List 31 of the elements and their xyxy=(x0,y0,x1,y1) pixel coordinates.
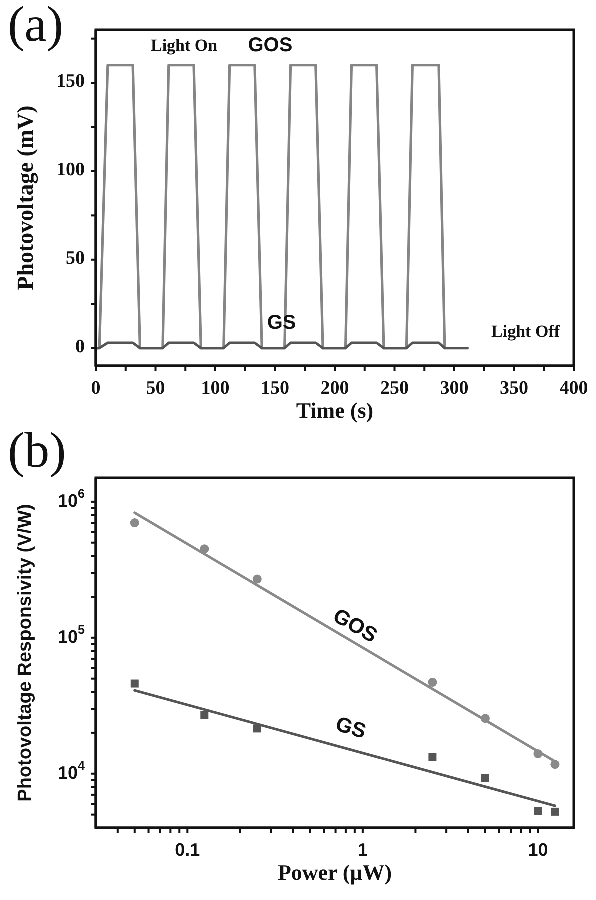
series-label: GS xyxy=(267,312,296,334)
series-label: GOS xyxy=(248,34,293,56)
x-tick-label: 1 xyxy=(358,840,368,860)
x-tick-label: 0 xyxy=(91,378,101,399)
y-tick-label: 150 xyxy=(56,71,85,92)
x-tick-label: 50 xyxy=(146,378,166,399)
y-axis-title: Photovoltage Responsivity (V/W) xyxy=(14,503,37,804)
text: GS xyxy=(333,712,369,744)
y-tick-label: 50 xyxy=(66,248,85,270)
x-tick-label: 400 xyxy=(560,378,588,399)
y-tick-label: 0 xyxy=(76,336,85,358)
x-tick-label: 150 xyxy=(261,378,290,399)
x-tick-label: 100 xyxy=(201,378,230,399)
text: GOS xyxy=(329,604,382,648)
annotation: Light On xyxy=(151,36,218,56)
y-tick-label: 10$^{5}$ xyxy=(58,623,85,647)
y-tick-label: 10$^{6}$ xyxy=(58,487,85,511)
x-tick-label: 350 xyxy=(500,378,528,399)
x-tick-label: 10 xyxy=(528,840,548,860)
chart-title: (a) xyxy=(8,0,64,54)
y-axis-title: Photovoltage (mV) xyxy=(13,106,38,290)
x-tick-label: 200 xyxy=(320,378,350,399)
y-tick-label: 10$^{4}$ xyxy=(58,759,85,783)
x-axis-title: Time (s) xyxy=(295,398,375,424)
x-tick-label: 250 xyxy=(380,378,409,399)
x-axis-title: Power (μW) xyxy=(276,860,394,886)
x-tick-label: 0.1 xyxy=(175,840,200,860)
chart-title: (b) xyxy=(8,421,66,480)
y-tick-label: 100 xyxy=(56,160,85,181)
annotation: Light Off xyxy=(492,322,560,342)
x-tick-label: 300 xyxy=(440,378,469,399)
